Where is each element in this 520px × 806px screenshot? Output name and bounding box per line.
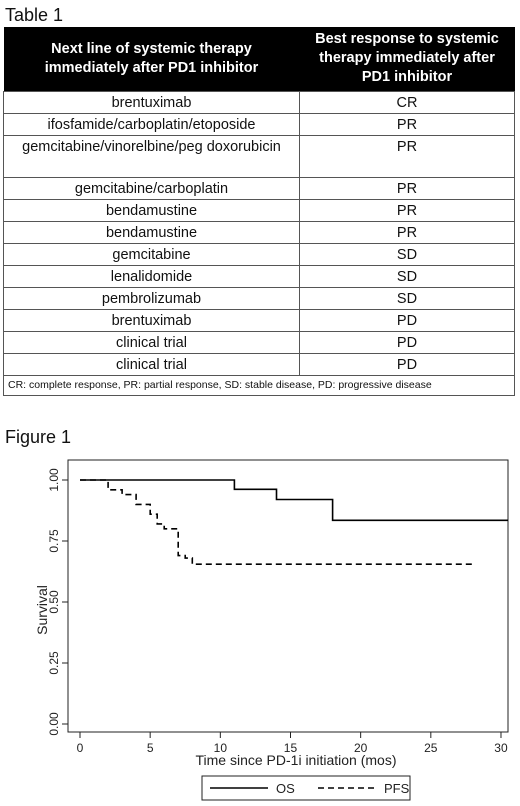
response-cell: SD	[299, 287, 515, 310]
therapy-cell: gemcitabine	[3, 243, 300, 266]
header-next-therapy: Next line of systemic therapy immediatel…	[3, 27, 300, 92]
response-cell: PR	[299, 135, 515, 178]
table-row: lenalidomide SD	[3, 265, 515, 288]
therapy-cell: bendamustine	[3, 199, 300, 222]
therapy-cell: lenalidomide	[3, 265, 300, 288]
table-row: gemcitabine/vinorelbine/peg doxorubicin P…	[3, 135, 515, 178]
chart-legend: OS PFS	[201, 775, 411, 801]
plot-border	[67, 459, 509, 733]
response-cell: PR	[299, 221, 515, 244]
therapy-cell: brentuximab	[3, 91, 300, 114]
table-footnote-row: CR: complete response, PR: partial respo…	[3, 375, 515, 396]
y-tick-label: 1.00	[47, 468, 61, 492]
table-caption: Table 1	[5, 5, 64, 25]
x-tick-label: 30	[494, 741, 508, 755]
y-tick-label: 0.75	[47, 529, 61, 553]
x-tick-label: 15	[284, 741, 298, 755]
plot-frame	[67, 459, 509, 733]
therapy-cell: ifosfamide/carboplatin/etoposide	[3, 113, 300, 136]
survival-chart: 0.00 0.25 0.50 0.75 1.00 0 5 10 15 20 25 30 Surviv…	[34, 459, 509, 801]
table-header-row: Next line of systemic therapy immediatel…	[3, 27, 515, 92]
y-tick-label: 0.25	[47, 651, 61, 675]
response-cell: CR	[299, 91, 515, 114]
therapy-cell: gemcitabine/vinorelbine/peg doxorubicin	[3, 135, 300, 178]
header-best-response: Best response to systemic therapy immedi…	[299, 27, 515, 92]
y-tick-label: 0.00	[47, 712, 61, 736]
table-row: gemcitabine SD	[3, 243, 515, 266]
table-row: gemcitabine/carboplatin PR	[3, 177, 515, 200]
therapy-cell: bendamustine	[3, 221, 300, 244]
table-row: brentuximab PD	[3, 309, 515, 332]
y-axis: 0.00 0.25 0.50 0.75 1.00	[47, 468, 68, 736]
x-tick-label: 0	[77, 741, 84, 755]
figure-caption: Figure 1	[5, 427, 72, 447]
table-row: ifosfamide/carboplatin/etoposide PR	[3, 113, 515, 136]
x-tick-label: 10	[214, 741, 228, 755]
response-cell: PR	[299, 113, 515, 136]
y-tick-label: 0.50	[47, 590, 61, 614]
response-cell: SD	[299, 243, 515, 266]
x-tick-label: 20	[354, 741, 368, 755]
table-row: bendamustine PR	[3, 199, 515, 222]
response-cell: PR	[299, 199, 515, 222]
series-line-os	[80, 479, 508, 522]
survival-curves	[80, 479, 508, 565]
legend-label-pfs: PFS	[384, 781, 410, 796]
table-footnote: CR: complete response, PR: partial respo…	[3, 375, 515, 396]
therapy-cell: pembrolizumab	[3, 287, 300, 310]
x-axis-label: Time since PD-1i initiation (mos)	[196, 752, 397, 768]
response-cell: PR	[299, 177, 515, 200]
therapy-cell: brentuximab	[3, 309, 300, 332]
table-row: brentuximab CR	[3, 91, 515, 114]
y-axis-label: Survival	[34, 585, 50, 635]
table-row: pembrolizumab SD	[3, 287, 515, 310]
response-cell: SD	[299, 265, 515, 288]
therapy-cell: gemcitabine/carboplatin	[3, 177, 300, 200]
table-row: bendamustine PR	[3, 221, 515, 244]
table-row: clinical trial PD	[3, 331, 515, 354]
therapy-cell: clinical trial	[3, 353, 300, 376]
results-table: Next line of systemic therapy immediatel…	[3, 27, 515, 396]
response-cell: PD	[299, 309, 515, 332]
table-row: clinical trial PD	[3, 353, 515, 376]
response-cell: PD	[299, 353, 515, 376]
legend-label-os: OS	[276, 781, 295, 796]
x-axis: 0 5 10 15 20 25 30	[77, 732, 508, 755]
therapy-cell: clinical trial	[3, 331, 300, 354]
x-tick-label: 25	[424, 741, 438, 755]
x-tick-label: 5	[147, 741, 154, 755]
response-cell: PD	[299, 331, 515, 354]
series-line-pfs	[80, 479, 473, 565]
